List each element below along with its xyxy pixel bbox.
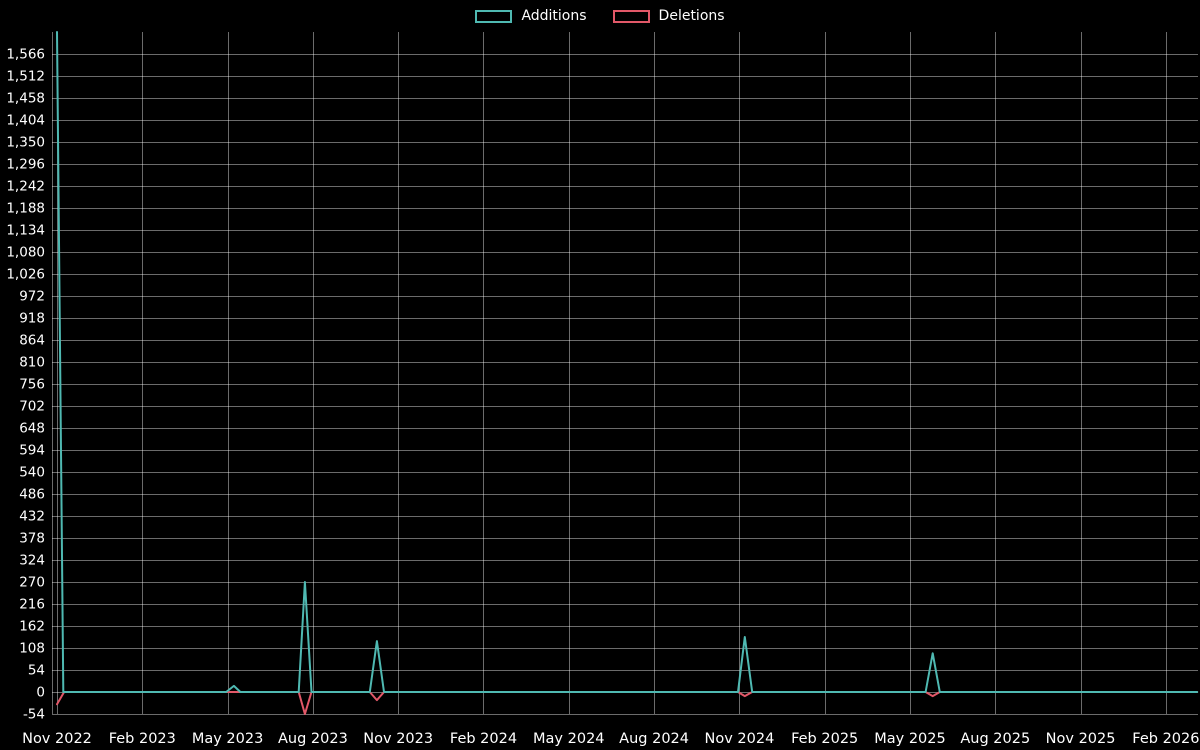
chart-legend: Additions Deletions — [0, 9, 1200, 23]
x-tick-label: Nov 2025 — [1046, 731, 1116, 747]
y-tick-label: 216 — [19, 597, 45, 613]
y-tick-label: 486 — [19, 487, 45, 503]
x-tick-label: Aug 2023 — [278, 731, 348, 747]
y-tick-label: 756 — [19, 377, 45, 393]
legend-item-deletions[interactable]: Deletions — [612, 8, 725, 24]
y-tick-label: 810 — [19, 355, 45, 371]
y-tick-label: 1,296 — [6, 157, 45, 173]
x-tick-label: Nov 2023 — [363, 731, 433, 747]
y-tick-label: 1,566 — [6, 47, 45, 63]
x-tick-label: Feb 2025 — [791, 731, 858, 747]
y-tick-label: 1,134 — [6, 223, 45, 239]
y-tick-label: 0 — [36, 685, 45, 701]
x-tick-label: Aug 2025 — [960, 731, 1030, 747]
y-tick-label: 432 — [19, 509, 45, 525]
x-tick-label: Nov 2022 — [22, 731, 92, 747]
x-tick-label: Feb 2026 — [1132, 731, 1199, 747]
y-tick-label: 378 — [19, 531, 45, 547]
y-tick-label: 54 — [28, 663, 45, 679]
y-tick-label: -54 — [23, 707, 45, 723]
x-tick-label: May 2024 — [533, 731, 605, 747]
legend-item-additions[interactable]: Additions — [475, 8, 587, 24]
y-tick-label: 108 — [19, 641, 45, 657]
y-tick-label: 702 — [19, 399, 45, 415]
y-tick-label: 540 — [19, 465, 45, 481]
y-tick-label: 162 — [19, 619, 45, 635]
y-tick-label: 1,026 — [6, 267, 45, 283]
x-tick-label: Nov 2024 — [704, 731, 774, 747]
deletions-swatch-icon — [612, 9, 650, 23]
y-tick-label: 1,242 — [6, 179, 45, 195]
y-tick-label: 918 — [19, 311, 45, 327]
y-tick-label: 1,512 — [6, 69, 45, 85]
y-tick-label: 594 — [19, 443, 45, 459]
x-tick-label: May 2023 — [192, 731, 264, 747]
y-tick-label: 1,458 — [6, 91, 45, 107]
additions-swatch-icon — [475, 9, 513, 23]
x-tick-label: May 2025 — [874, 731, 946, 747]
y-tick-label: 972 — [19, 289, 45, 305]
x-tick-label: Aug 2024 — [619, 731, 689, 747]
series-line-additions — [56, 31, 1199, 693]
legend-label-deletions: Deletions — [658, 8, 725, 24]
y-tick-label: 1,350 — [6, 135, 45, 151]
y-tick-label: 1,404 — [6, 113, 45, 129]
x-tick-label: Feb 2024 — [450, 731, 517, 747]
y-tick-label: 864 — [19, 333, 45, 349]
y-tick-label: 648 — [19, 421, 45, 437]
y-tick-label: 1,188 — [6, 201, 45, 217]
x-tick-label: Feb 2023 — [109, 731, 176, 747]
y-tick-label: 270 — [19, 575, 45, 591]
y-tick-label: 1,080 — [6, 245, 45, 261]
legend-label-additions: Additions — [521, 8, 587, 24]
y-tick-label: 324 — [19, 553, 45, 569]
